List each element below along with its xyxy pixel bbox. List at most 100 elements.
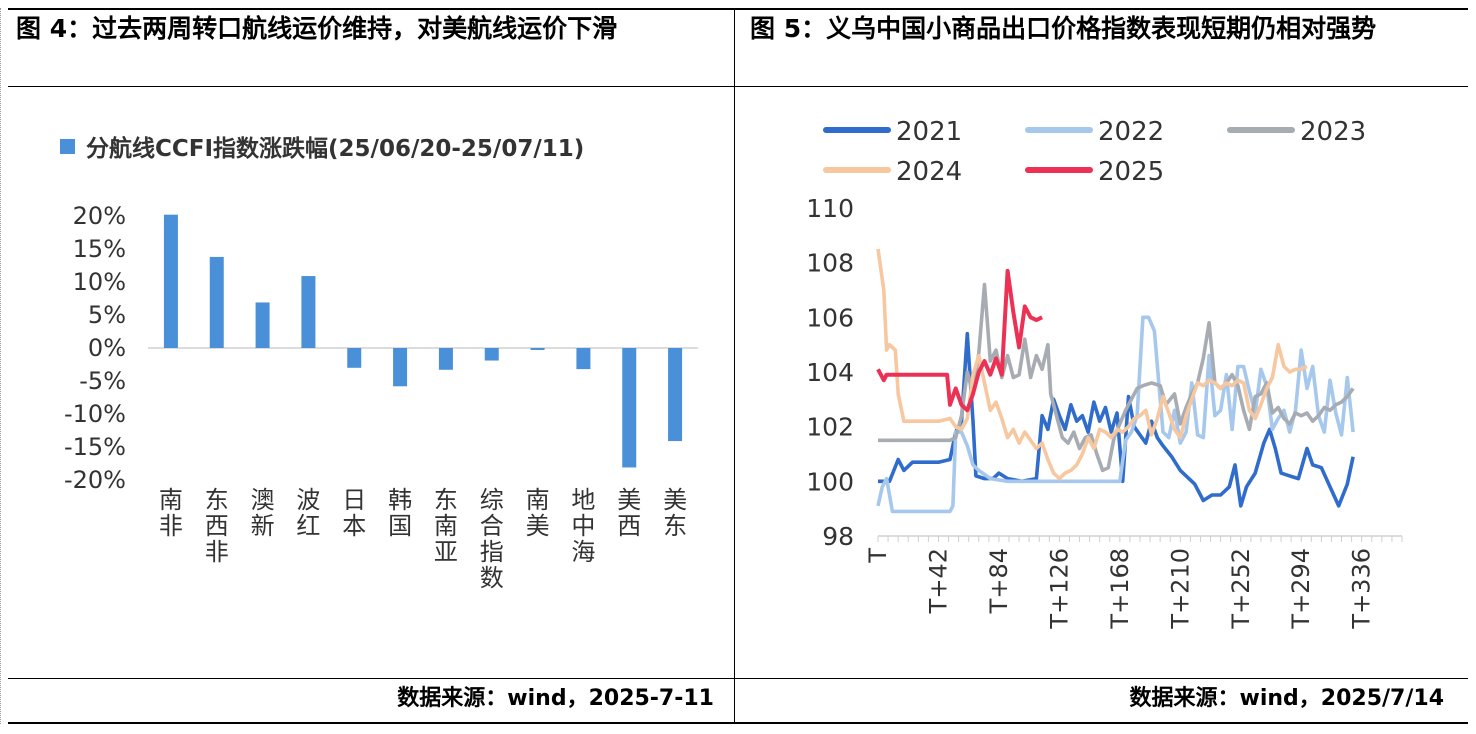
footer-divider (8, 678, 1468, 679)
y-tick-label: 15% (73, 235, 126, 263)
legend-swatch (60, 139, 75, 154)
x-tick-label: 澳新 (251, 486, 275, 540)
x-tick-label: 南美 (526, 486, 550, 540)
x-tick-label: 东西非 (205, 486, 229, 566)
series-line-2023 (878, 282, 1355, 473)
svg-text:新: 新 (251, 512, 275, 540)
bar (668, 348, 683, 442)
legend-label-2024: 2024 (896, 157, 962, 187)
y-tick-label: -10% (64, 400, 126, 428)
x-tick-label: 南非 (159, 486, 183, 540)
x-tick-label: T+336 (1348, 548, 1376, 630)
bar-chart: 分航线CCFI指数涨跌幅(25/06/20-25/07/11) 20% 15% 10%… (60, 135, 698, 592)
y-tick-label: 100 (806, 467, 854, 496)
svg-text:东: 东 (205, 486, 229, 514)
bar (530, 348, 545, 350)
svg-text:西: 西 (205, 512, 229, 540)
bar (393, 348, 408, 387)
svg-text:国: 国 (388, 512, 412, 540)
bar (347, 348, 362, 368)
right-panel-source: 数据来源：wind，2025/7/14 (1129, 686, 1445, 711)
x-tick-label: 美西 (617, 486, 641, 540)
svg-text:南: 南 (526, 486, 550, 514)
svg-text:美: 美 (663, 486, 687, 514)
line-chart: 2021 2022 2023 2024 2025 110 108 106 104 102 100 98… (806, 117, 1403, 630)
figure-frame (8, 8, 1468, 724)
y-tick-label: 106 (806, 303, 854, 332)
bar (301, 276, 316, 348)
left-panel-title: 图 4：过去两周转口航线运价维持，对美航线运价下滑 (16, 14, 618, 43)
x-tick-label: 波红 (296, 486, 320, 540)
svg-text:中: 中 (571, 512, 595, 540)
x-tick-label: 美东 (663, 486, 687, 540)
svg-text:地: 地 (571, 486, 595, 514)
svg-text:西: 西 (617, 512, 641, 540)
x-tick-label: 韩国 (388, 486, 412, 540)
legend-label-2025: 2025 (1098, 157, 1164, 187)
panel-divider (734, 8, 735, 724)
svg-text:指: 指 (480, 538, 504, 566)
svg-text:美: 美 (617, 486, 641, 514)
svg-text:南: 南 (434, 512, 458, 540)
svg-text:波: 波 (296, 486, 320, 514)
x-tick-label: T+294 (1287, 548, 1315, 630)
svg-text:东: 东 (663, 512, 687, 540)
left-panel-source: 数据来源：wind，2025-7-11 (397, 686, 714, 711)
x-tick-label: T+126 (1045, 548, 1073, 630)
y-tick-label: -20% (64, 466, 126, 494)
legend-label-2022: 2022 (1098, 117, 1164, 147)
bar (484, 348, 499, 361)
legend-label-2023: 2023 (1300, 117, 1366, 147)
svg-text:非: 非 (159, 512, 183, 540)
svg-text:南: 南 (159, 486, 183, 514)
right-panel-title: 图 5：义乌中国小商品出口价格指数表现短期仍相对强势 (750, 14, 1377, 43)
y-tick-label: -15% (64, 433, 126, 461)
svg-text:日: 日 (342, 486, 366, 514)
bar (622, 348, 637, 468)
y-tick-label: 10% (73, 268, 126, 296)
y-tick-label: 108 (806, 249, 854, 278)
x-tick-label: T+42 (924, 548, 952, 614)
svg-text:合: 合 (480, 512, 504, 540)
svg-text:亚: 亚 (434, 538, 458, 566)
y-tick-label: 104 (806, 358, 854, 387)
x-tick-label: 东南亚 (434, 486, 458, 566)
x-tick-label: T+168 (1106, 548, 1134, 630)
y-tick-label: 102 (806, 413, 854, 442)
svg-text:非: 非 (205, 538, 229, 566)
svg-text:澳: 澳 (251, 486, 275, 514)
svg-text:数: 数 (480, 564, 504, 592)
svg-text:红: 红 (296, 512, 320, 540)
svg-text:东: 东 (434, 486, 458, 514)
bar (163, 214, 178, 348)
svg-text:海: 海 (571, 538, 595, 566)
series-line-2025 (876, 268, 1043, 413)
y-tick-label: 0% (88, 334, 126, 362)
series-line-2022 (876, 315, 1355, 514)
svg-text:综: 综 (480, 486, 504, 514)
header-divider (8, 86, 1468, 87)
x-tick-label: T+210 (1166, 548, 1194, 630)
x-tick-label: T (864, 548, 892, 564)
bar (576, 348, 591, 370)
x-tick-label: T+84 (985, 548, 1013, 614)
legend-label-2021: 2021 (896, 117, 962, 147)
left-edge (0, 8, 1, 724)
x-tick-label: 地中海 (571, 486, 595, 566)
y-tick-label: 5% (88, 301, 126, 329)
x-tick-label: T+252 (1227, 548, 1255, 630)
y-tick-label: -5% (79, 367, 126, 395)
legend-label: 分航线CCFI指数涨跌幅(25/06/20-25/07/11) (86, 135, 584, 162)
svg-text:美: 美 (526, 512, 550, 540)
y-tick-label: 110 (806, 194, 854, 223)
y-tick-label: 20% (73, 202, 126, 230)
bar (209, 256, 224, 348)
series-line-2024 (876, 248, 1308, 481)
svg-text:本: 本 (342, 512, 366, 540)
y-tick-label: 98 (822, 522, 854, 551)
svg-text:韩: 韩 (388, 486, 412, 514)
bar (255, 302, 270, 348)
x-tick-label: 日本 (342, 486, 366, 540)
bar (438, 348, 453, 370)
